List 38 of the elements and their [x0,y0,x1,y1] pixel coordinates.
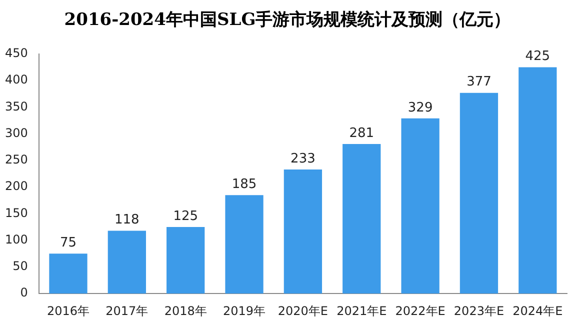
data-label: 329 [408,100,433,116]
x-tick-label: 2022年E [395,304,446,318]
x-tick-label: 2017年 [106,304,148,318]
y-tick-label: 50 [12,259,28,274]
x-tick-label: 2019年 [223,304,266,318]
data-label: 185 [232,176,257,192]
data-label: 118 [114,212,140,228]
y-tick-label: 150 [5,206,28,220]
y-tick-label: 350 [5,99,28,114]
x-tick-label: 2020年E [278,304,328,318]
data-label: 125 [173,208,198,224]
bar [108,230,146,294]
data-label: 281 [349,126,374,141]
y-tick-label: 200 [5,179,28,194]
x-tick-label: 2021年E [336,304,387,318]
bar [460,92,498,294]
bar [401,118,440,294]
y-tick-label: 250 [5,152,28,167]
y-tick-label: 450 [5,46,28,60]
y-tick-label: 100 [5,232,28,246]
x-tick-label: 2016年 [46,304,90,318]
bar [342,144,381,294]
bar [225,195,264,294]
data-label: 425 [525,49,550,64]
data-label: 75 [60,236,77,251]
bar [284,170,322,294]
y-tick-label: 400 [5,72,28,87]
chart-title: 2016-2024年中国SLG手游市场规模统计及预测（亿元） [63,9,512,32]
bar [49,254,88,294]
data-label: 233 [290,151,316,166]
y-tick-label: 300 [5,126,28,140]
data-label: 377 [466,74,492,90]
y-tick-label: 0 [20,286,28,300]
x-tick-label: 2024年E [512,304,563,318]
bar [518,67,557,294]
x-tick-label: 2018年 [164,304,207,318]
bar [166,227,205,294]
x-tick-label: 2023年E [454,304,504,318]
